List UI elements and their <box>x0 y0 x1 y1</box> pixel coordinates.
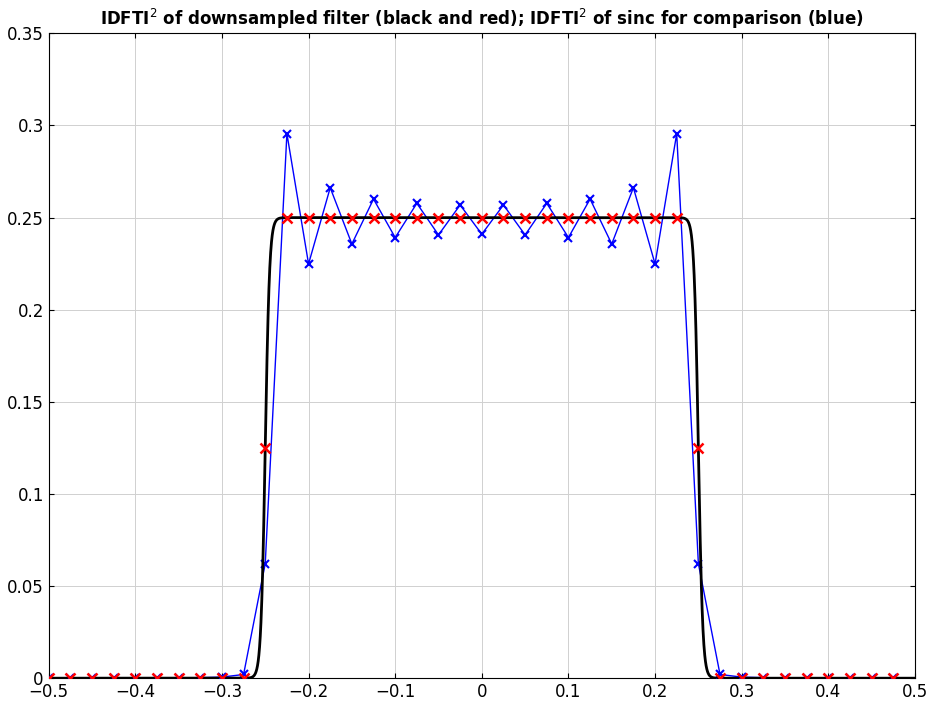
Title: IDFTI$^2$ of downsampled filter (black and red); IDFTI$^2$ of sinc for compariso: IDFTI$^2$ of downsampled filter (black a… <box>100 7 864 31</box>
